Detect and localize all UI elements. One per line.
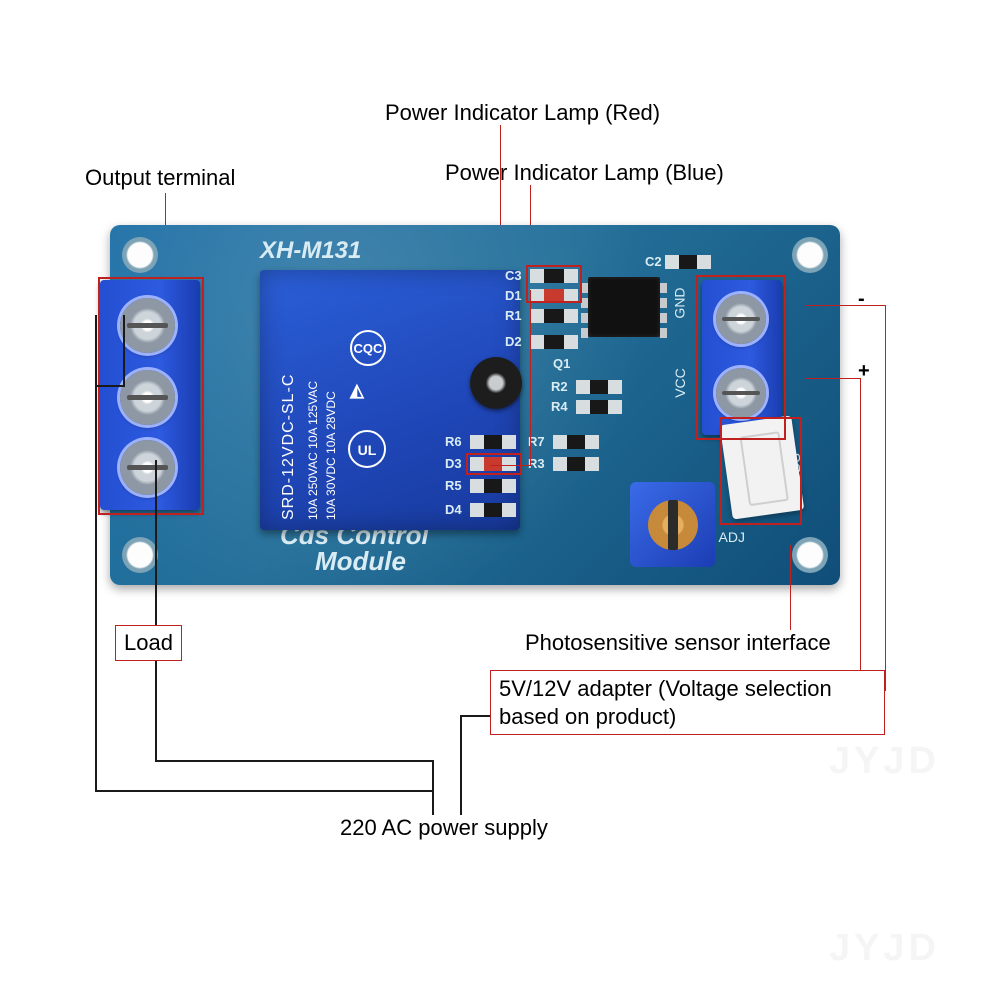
relay-marking: 10A 250VAC 10A 125VAC — [306, 381, 320, 520]
smd-r5 — [470, 479, 516, 493]
smd-d4 — [470, 503, 516, 517]
refdes: Q1 — [553, 357, 570, 370]
refdes: D1 — [505, 289, 522, 302]
label-photosensitive: Photosensitive sensor interface — [525, 630, 831, 656]
callout-line — [790, 545, 791, 630]
label-output-terminal: Output terminal — [85, 165, 235, 191]
mounting-hole — [122, 237, 158, 273]
highlight-jst — [720, 417, 802, 525]
refdes: C3 — [505, 269, 522, 282]
highlight-red-led — [526, 265, 582, 303]
wire-black — [432, 790, 434, 792]
wire-red — [860, 378, 861, 715]
watermark: JYJD — [829, 927, 940, 970]
transistor — [470, 357, 522, 409]
silkscreen-gnd: GND — [671, 287, 687, 318]
relay-triangle-icon: ◭ — [350, 380, 364, 401]
wire-black — [95, 790, 433, 792]
smd-r6 — [470, 435, 516, 449]
trimmer-pot — [630, 482, 715, 567]
wire-red — [805, 378, 860, 379]
relay-marking: 10A 30VDC 10A 28VDC — [324, 391, 338, 520]
refdes: D3 — [445, 457, 462, 470]
refdes: R6 — [445, 435, 462, 448]
wire-red — [805, 305, 885, 306]
mounting-hole — [792, 237, 828, 273]
silkscreen-model: XH-M131 — [260, 237, 361, 265]
refdes: R4 — [551, 400, 568, 413]
wire-black — [460, 715, 462, 815]
relay-marking: SRD-12VDC-SL-C — [280, 374, 298, 520]
relay-ul-icon: UL — [348, 430, 386, 468]
label-adapter: 5V/12V adapter (Voltage selection based … — [490, 670, 885, 735]
smd-r1 — [530, 309, 578, 323]
refdes: C2 — [645, 255, 662, 268]
polarity-minus: - — [858, 288, 865, 311]
relay-cqc-icon: CQC — [350, 330, 386, 366]
watermark: JYJD — [829, 740, 940, 783]
smd-d2 — [530, 335, 578, 349]
wire-black — [155, 760, 433, 762]
label-ac-supply: 220 AC power supply — [340, 815, 548, 841]
highlight-output — [98, 277, 204, 515]
refdes: R5 — [445, 479, 462, 492]
smd-r4 — [576, 400, 622, 414]
smd-c2 — [665, 255, 711, 269]
highlight-power-term — [696, 275, 786, 440]
refdes: D2 — [505, 335, 522, 348]
callout-line — [490, 465, 531, 466]
smd-r2 — [576, 380, 622, 394]
silkscreen-vcc: VCC — [672, 368, 688, 398]
highlight-blue-led — [466, 453, 522, 475]
wire-black — [460, 715, 490, 717]
mounting-hole — [792, 537, 828, 573]
smd-r3 — [553, 457, 599, 471]
refdes: D4 — [445, 503, 462, 516]
label-power-led-blue: Power Indicator Lamp (Blue) — [445, 160, 724, 186]
callout-line — [530, 290, 531, 465]
silkscreen-adj: ADJ — [719, 529, 745, 545]
smd-r7 — [553, 435, 599, 449]
wire-black — [95, 385, 123, 387]
wire-black — [123, 315, 125, 387]
ic-chip — [588, 277, 660, 337]
mounting-hole — [122, 537, 158, 573]
wire-black — [155, 460, 157, 760]
refdes: R2 — [551, 380, 568, 393]
silkscreen-title2: Module — [315, 546, 406, 577]
wire-red — [885, 305, 886, 690]
refdes: R1 — [505, 309, 522, 322]
pcb-board: XH-M131 Cds Control Module SRD-12VDC-SL-… — [110, 225, 840, 585]
label-power-led-red: Power Indicator Lamp (Red) — [385, 100, 660, 126]
wire-black — [432, 760, 434, 815]
label-load: Load — [115, 625, 182, 661]
